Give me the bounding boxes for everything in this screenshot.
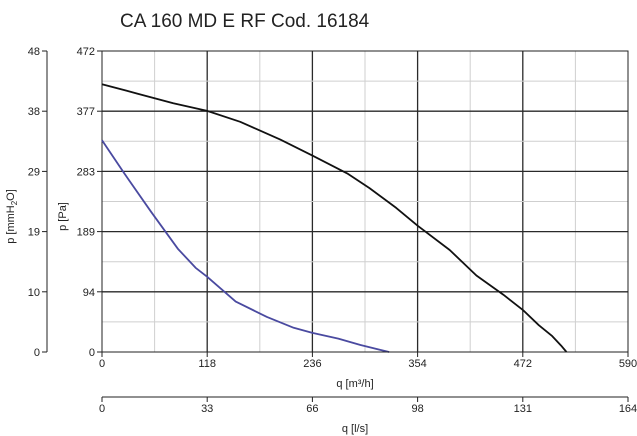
x-tick-label: 0: [99, 358, 105, 370]
y-axis-pa: 0 94 189 283 377 472: [77, 46, 102, 359]
grid: [102, 51, 628, 352]
x-tick-label: 590: [619, 358, 637, 370]
y-tick-label: 283: [77, 166, 95, 178]
series-line-1: [101, 83, 568, 353]
y-tick-label: 189: [77, 227, 95, 239]
x2-tick-label: 66: [306, 403, 318, 415]
y2-axis-label-sub: 2: [10, 200, 19, 205]
y2-tick-label: 38: [28, 106, 40, 118]
x-tick-label: 354: [408, 358, 426, 370]
chart-title: CA 160 MD E RF Cod. 16184: [120, 11, 370, 32]
y-axis-label: p [Pa]: [57, 202, 69, 231]
series-layer: [101, 83, 568, 353]
y2-tick-label: 29: [28, 166, 40, 178]
y2-tick-label: 48: [28, 46, 40, 58]
series-line-2: [101, 139, 390, 353]
x2-tick-label: 0: [99, 403, 105, 415]
y2-axis-label: p [mmH2O]: [5, 189, 19, 244]
x-axis-m3h: 0 118 236 354 472 590: [99, 351, 637, 370]
y-axis-mmh2o: 0 10 19 29 38 48: [28, 46, 48, 359]
x-tick-label: 118: [198, 358, 216, 370]
y2-axis-label-main: p [mmH: [5, 205, 17, 244]
x2-tick-label: 98: [411, 403, 423, 415]
y2-tick-label: 0: [34, 347, 40, 359]
x2-tick-label: 131: [514, 403, 532, 415]
x-tick-label: 472: [514, 358, 532, 370]
x2-axis-label: q [l/s]: [342, 423, 368, 435]
y-tick-label: 377: [77, 106, 95, 118]
y-tick-label: 472: [77, 46, 95, 58]
x-axis-label: q [m³/h]: [336, 378, 373, 390]
y2-tick-label: 19: [28, 227, 40, 239]
y-tick-label: 0: [89, 347, 95, 359]
y-tick-label: 94: [83, 287, 95, 299]
x-axis-ls: 0 33 66 98 131 164: [99, 396, 637, 415]
x2-tick-label: 164: [619, 403, 637, 415]
x-tick-label: 236: [303, 358, 321, 370]
y2-axis-label-tail: O]: [5, 189, 17, 201]
y2-tick-label: 10: [28, 287, 40, 299]
x2-tick-label: 33: [201, 403, 213, 415]
